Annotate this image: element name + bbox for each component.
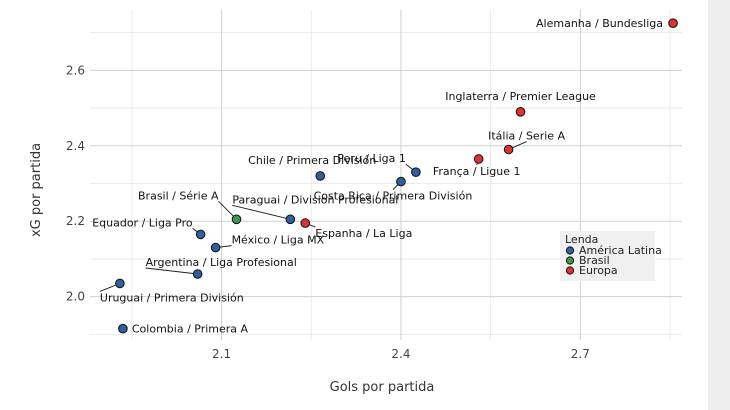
data-point: [315, 171, 326, 181]
y-axis-title: xG por partida: [29, 143, 44, 237]
x-axis-title: Gols por partida: [330, 380, 435, 395]
x-tick-label: 2.7: [571, 347, 590, 361]
y-tick-label: 2.6: [66, 63, 85, 77]
data-point: [118, 323, 128, 334]
point-label: Itália / Serie A: [488, 130, 565, 143]
legend-entry-label: Brasil: [579, 254, 610, 267]
point-label: Colombia / Primera A: [132, 323, 249, 336]
point-labels: Alemanha / Bundesliga Inglaterra / Premie…: [92, 17, 663, 335]
point-label: Chile / Primera División: [248, 154, 376, 167]
legend-swatch: [565, 246, 575, 255]
point-label: Paraguai / Division Profesional: [232, 193, 398, 206]
legend-background: [560, 231, 655, 281]
legend-entry-label: Europa: [579, 264, 618, 277]
y-tick-label: 2.0: [66, 290, 85, 304]
y-axis-ticks: 2.0 2.2 2.4 2.6: [66, 63, 85, 303]
point-label: Argentina / Liga Profesional: [146, 256, 297, 269]
data-point: [503, 144, 514, 155]
grid: [90, 10, 682, 340]
x-axis-ticks: 2.1 2.4 2.7: [212, 347, 590, 361]
x-tick-label: 2.1: [212, 347, 231, 361]
data-point: [300, 218, 311, 228]
point-label: Uruguai / Primera División: [100, 291, 244, 304]
legend-swatch: [565, 266, 575, 275]
point-label: França / Ligue 1: [433, 165, 521, 178]
data-points: [115, 18, 678, 334]
label-leader-line: [232, 204, 291, 220]
data-point: [396, 176, 406, 187]
data-point: [231, 214, 242, 225]
point-label: Costa Rica / Primera División: [314, 190, 473, 203]
data-point: [515, 107, 526, 117]
x-tick-label: 2.4: [391, 347, 410, 361]
point-label: Espanha / La Liga: [315, 227, 412, 240]
point-label: Inglaterra / Premier League: [445, 90, 596, 103]
point-label: Equador / Liga Pro: [92, 216, 193, 229]
data-point: [285, 214, 296, 225]
side-scroll-strip: [708, 0, 730, 410]
data-point: [668, 18, 678, 29]
point-label: Peru / Liga 1: [337, 152, 406, 165]
data-point: [210, 242, 221, 253]
legend-entry-label: América Latina: [579, 244, 662, 257]
y-tick-label: 2.2: [66, 214, 85, 228]
point-label: Alemanha / Bundesliga: [536, 17, 663, 30]
legend-title: Lenda: [565, 233, 598, 246]
legend-swatch: [565, 256, 575, 265]
label-leader-line: [145, 267, 198, 275]
data-point: [195, 229, 206, 240]
data-point: [411, 167, 421, 177]
y-tick-label: 2.4: [66, 139, 85, 153]
point-label: México / Liga MX: [232, 234, 325, 247]
point-label: Brasil / Série A: [138, 189, 219, 202]
data-point: [473, 154, 484, 164]
data-point: [115, 278, 125, 289]
data-point: [192, 269, 203, 279]
